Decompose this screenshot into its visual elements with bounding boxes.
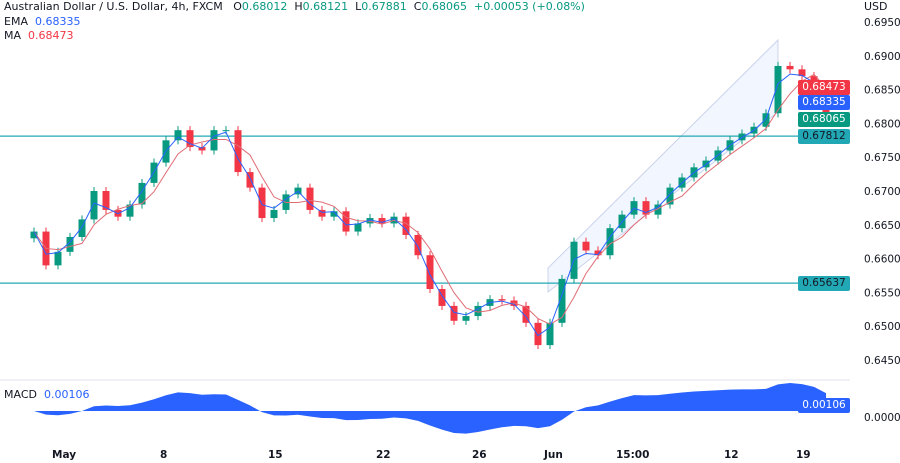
macd-label: MACD [4, 388, 37, 401]
candle-body [270, 209, 278, 219]
candle-body [78, 219, 86, 237]
candle-body [438, 289, 446, 306]
candle-body [222, 130, 230, 132]
candle-body [90, 191, 98, 220]
currency-label: USD [864, 0, 888, 13]
candle-body [186, 130, 194, 148]
close-price-tag: 0.68065 [798, 112, 850, 127]
candle-body [402, 216, 410, 235]
x-tick-label: 22 [376, 449, 391, 461]
high-value: 0.68121 [302, 0, 349, 13]
x-tick-label: 8 [160, 449, 167, 461]
candle-body [246, 172, 254, 188]
open-value: 0.68012 [241, 0, 288, 13]
x-tick-label: 15:00 [616, 449, 649, 461]
macd-zero-label: 0.00000 [864, 412, 900, 424]
candle-body [534, 322, 542, 346]
candle-body [474, 305, 482, 317]
candle-body [306, 187, 314, 210]
parallel-channel [547, 38, 779, 294]
low-value: 0.67881 [361, 0, 407, 13]
ema-label: EMA [4, 15, 28, 28]
candle-body [174, 130, 182, 141]
x-tick-label: Jun [543, 449, 563, 461]
candle-body [330, 211, 338, 217]
candle-body [642, 201, 650, 215]
candle-body [522, 305, 530, 323]
ema-legend[interactable]: EMA 0.68335 [4, 15, 80, 28]
candle-body [462, 316, 470, 321]
x-tick-label: 15 [268, 449, 283, 461]
ema-value: 0.68335 [34, 15, 81, 28]
candle-body [774, 65, 782, 114]
candle-body [666, 187, 674, 205]
ema-price-tag: 0.68335 [798, 95, 850, 110]
candle-body [210, 130, 218, 151]
close-value: 0.68065 [421, 0, 467, 13]
candle-body [786, 65, 794, 70]
candle-body [30, 231, 38, 239]
candle-body [414, 234, 422, 256]
candle-body [594, 250, 602, 256]
candle-body [546, 322, 554, 346]
candle-body [354, 223, 362, 232]
candle-body [450, 305, 458, 321]
ma-label: MA [4, 29, 22, 42]
candle-body [342, 211, 350, 232]
candle-body [234, 130, 242, 173]
candle-body [582, 241, 590, 251]
ma-line [33, 73, 827, 325]
candle-body [762, 113, 770, 127]
candle-body [378, 218, 386, 224]
symbol-title: Australian Dollar / U.S. Dollar, 4h, FXC… [4, 0, 223, 13]
candle-body [318, 209, 326, 217]
close-label: C [413, 0, 422, 13]
ema-line [33, 73, 827, 337]
candle-body [498, 299, 506, 301]
candle-body [606, 228, 614, 256]
macd-value-tag: 0.00106 [798, 398, 850, 413]
candle-body [198, 147, 206, 151]
level-tag-upper: 0.67812 [798, 129, 850, 144]
x-tick-label: May [52, 449, 76, 461]
open-label: O [233, 0, 242, 13]
x-tick-label: 26 [472, 449, 487, 461]
candle-body [558, 278, 566, 323]
x-tick-label: 19 [796, 449, 811, 461]
x-tick-label: 12 [724, 449, 739, 461]
level-tag-lower: 0.65637 [798, 276, 850, 291]
candle-body [798, 69, 806, 77]
candle-body [126, 204, 134, 217]
ma-price-tag: 0.68473 [798, 80, 850, 95]
candle-body [66, 236, 74, 252]
macd-area [34, 383, 826, 434]
macd-value: 0.00106 [43, 388, 90, 401]
candle-body [258, 187, 266, 219]
candle-body [54, 251, 62, 266]
candle-body [102, 191, 110, 210]
high-label: H [294, 0, 303, 13]
ma-value: 0.68473 [28, 29, 74, 42]
macd-legend[interactable]: MACD 0.00106 [4, 388, 89, 401]
candle-body [426, 255, 434, 290]
ma-legend[interactable]: MA 0.68473 [4, 29, 74, 42]
candle-body [654, 204, 662, 215]
symbol-header: Australian Dollar / U.S. Dollar, 4h, FXC… [4, 0, 585, 13]
candle-body [138, 182, 146, 205]
low-label: L [355, 0, 362, 13]
change-value: +0.00053 (+0.08%) [473, 0, 585, 13]
